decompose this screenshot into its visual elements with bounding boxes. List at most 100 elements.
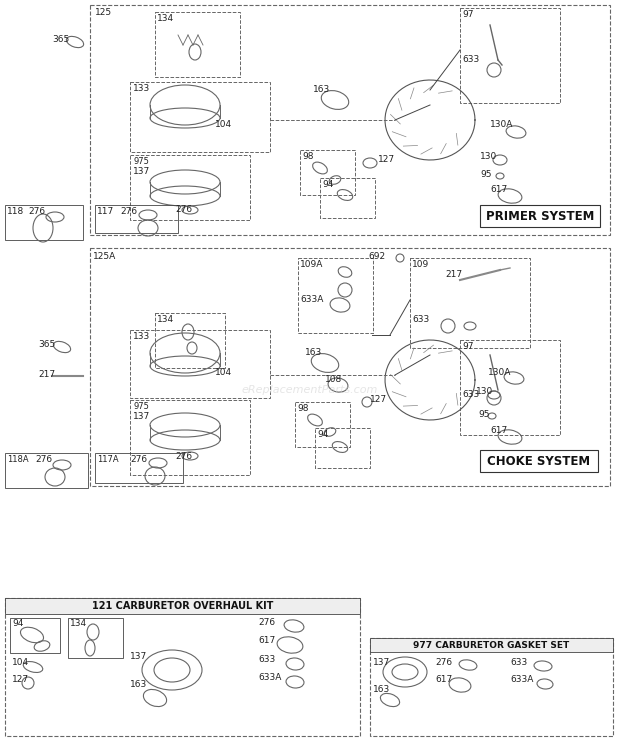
Bar: [480, 450, 598, 472]
Text: 617: 617: [435, 675, 452, 684]
Text: 127: 127: [378, 155, 395, 164]
Text: 617: 617: [490, 426, 507, 435]
Text: 133: 133: [133, 332, 150, 341]
Text: 137: 137: [373, 658, 390, 667]
Text: 163: 163: [130, 680, 148, 689]
Text: 94: 94: [12, 619, 24, 628]
Text: 975: 975: [133, 157, 149, 166]
Text: 95: 95: [480, 170, 492, 179]
Text: 276: 276: [130, 455, 147, 464]
Text: 163: 163: [313, 85, 330, 94]
Text: 633: 633: [462, 55, 479, 64]
Bar: [155, 313, 225, 368]
Bar: [295, 402, 350, 447]
Text: 365: 365: [52, 35, 69, 44]
Text: 118: 118: [7, 207, 24, 216]
Text: 617: 617: [490, 185, 507, 194]
Text: 127: 127: [12, 675, 29, 684]
Text: 94: 94: [317, 430, 329, 439]
Text: 617: 617: [258, 636, 275, 645]
Text: 633: 633: [412, 315, 429, 324]
Text: 108: 108: [325, 375, 342, 384]
Text: 633A: 633A: [510, 675, 533, 684]
Text: 276: 276: [175, 452, 192, 461]
Bar: [130, 330, 270, 398]
Text: 692: 692: [368, 252, 385, 261]
Text: 977 CARBURETOR GASKET SET: 977 CARBURETOR GASKET SET: [414, 641, 570, 650]
Text: 365: 365: [38, 340, 55, 349]
Text: 633A: 633A: [300, 295, 324, 304]
Bar: [130, 82, 270, 152]
Text: 117: 117: [97, 207, 114, 216]
Text: 127: 127: [370, 395, 387, 404]
Bar: [5, 598, 360, 614]
Bar: [95, 205, 178, 233]
Text: 163: 163: [373, 685, 390, 694]
Text: 276: 276: [120, 207, 137, 216]
Bar: [5, 205, 83, 240]
Text: 130: 130: [476, 387, 494, 396]
Bar: [460, 340, 560, 435]
Bar: [130, 155, 250, 220]
Text: 118A: 118A: [7, 455, 29, 464]
Text: 94: 94: [322, 180, 334, 189]
Bar: [90, 5, 610, 235]
Bar: [5, 598, 360, 736]
Text: 104: 104: [215, 120, 232, 129]
Text: 130: 130: [480, 152, 497, 161]
Text: 109: 109: [412, 260, 429, 269]
Text: 125: 125: [95, 8, 112, 17]
Text: 134: 134: [70, 619, 87, 628]
Text: 137: 137: [133, 412, 150, 421]
Text: 109A: 109A: [300, 260, 324, 269]
Text: 95: 95: [478, 410, 490, 419]
Bar: [315, 428, 370, 468]
Bar: [155, 12, 240, 77]
Text: 97: 97: [462, 10, 474, 19]
Bar: [480, 205, 600, 227]
Text: eReplacementParts.com: eReplacementParts.com: [242, 385, 378, 395]
Bar: [130, 400, 250, 475]
Text: 104: 104: [215, 368, 232, 377]
Text: 276: 276: [35, 455, 52, 464]
Text: 104: 104: [12, 658, 29, 667]
Text: 217: 217: [445, 270, 462, 279]
Text: 130A: 130A: [488, 368, 511, 377]
Bar: [298, 258, 373, 333]
Text: 633: 633: [258, 655, 275, 664]
Text: 98: 98: [302, 152, 314, 161]
Text: 217: 217: [38, 370, 55, 379]
Bar: [370, 638, 613, 736]
Text: 97: 97: [462, 342, 474, 351]
Text: 163: 163: [305, 348, 322, 357]
Bar: [320, 178, 375, 218]
Text: 130A: 130A: [490, 120, 513, 129]
Bar: [90, 248, 610, 486]
Bar: [410, 258, 530, 348]
Text: 276: 276: [435, 658, 452, 667]
Text: 633A: 633A: [258, 673, 281, 682]
Text: 121 CARBURETOR OVERHAUL KIT: 121 CARBURETOR OVERHAUL KIT: [92, 601, 273, 611]
Text: 276: 276: [258, 618, 275, 627]
Text: 134: 134: [157, 315, 174, 324]
Bar: [68, 618, 123, 658]
Text: 137: 137: [133, 167, 150, 176]
Text: 276: 276: [28, 207, 45, 216]
Text: CHOKE SYSTEM: CHOKE SYSTEM: [487, 455, 591, 467]
Text: 633: 633: [510, 658, 527, 667]
Bar: [5, 453, 88, 488]
Text: 98: 98: [297, 404, 309, 413]
Text: 137: 137: [130, 652, 148, 661]
Text: 276: 276: [175, 205, 192, 214]
Text: 133: 133: [133, 84, 150, 93]
Text: 633: 633: [462, 390, 479, 399]
Bar: [460, 8, 560, 103]
Text: 134: 134: [157, 14, 174, 23]
Text: PRIMER SYSTEM: PRIMER SYSTEM: [486, 210, 594, 222]
Bar: [300, 150, 355, 195]
Text: 117A: 117A: [97, 455, 118, 464]
Text: 125A: 125A: [93, 252, 117, 261]
Text: 975: 975: [133, 402, 149, 411]
Bar: [10, 618, 60, 653]
Bar: [370, 638, 613, 652]
